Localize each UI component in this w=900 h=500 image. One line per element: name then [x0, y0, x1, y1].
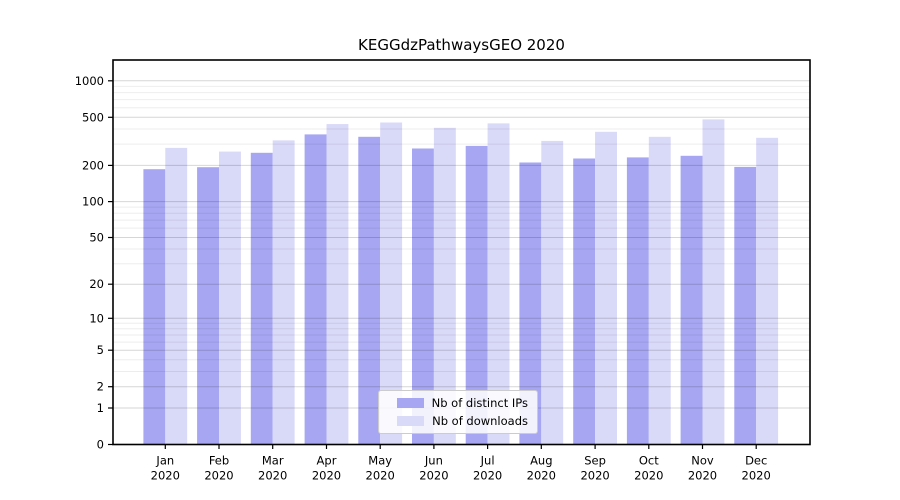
legend-swatch-downloads — [397, 416, 425, 426]
x-tick-label-year: 2020 — [634, 469, 663, 483]
chart-title: KEGGdzPathwaysGEO 2020 — [358, 36, 565, 54]
x-tick-label-month: Aug — [530, 454, 552, 468]
x-tick-label-month: Nov — [691, 454, 714, 468]
legend: Nb of distinct IPs Nb of downloads — [378, 390, 538, 434]
legend-item-distinct-ips: Nb of distinct IPs — [387, 396, 528, 410]
x-tick-label-year: 2020 — [258, 469, 287, 483]
bar-downloads-nov — [702, 119, 725, 445]
x-tick-label-year: 2020 — [312, 469, 341, 483]
legend-swatch-distinct-ips — [396, 398, 424, 408]
bar-downloads-mar — [272, 140, 295, 445]
bar-distinct-ips-oct — [626, 157, 649, 445]
bar-downloads-jun — [433, 127, 456, 445]
x-tick-label-year: 2020 — [742, 469, 771, 483]
bar-downloads-dec — [756, 137, 779, 445]
bar-distinct-ips-jul — [465, 145, 488, 445]
y-tick-label: 0 — [97, 438, 104, 452]
axes-spines — [112, 59, 811, 446]
y-tick-label: 1000 — [75, 74, 104, 88]
bar-distinct-ips-may — [358, 136, 381, 445]
x-tick-label-month: Feb — [209, 454, 229, 468]
x-tick-label-year: 2020 — [688, 469, 717, 483]
x-tick-label-year: 2020 — [580, 469, 609, 483]
bar-distinct-ips-nov — [680, 155, 703, 445]
x-tick-label-year: 2020 — [151, 469, 180, 483]
bar-downloads-feb — [219, 151, 241, 445]
x-tick-label-month: Sep — [584, 454, 606, 468]
x-tick-label-month: Dec — [745, 454, 767, 468]
x-tick-label-month: Jul — [480, 454, 495, 468]
legend-label-downloads: Nb of downloads — [432, 414, 528, 428]
legend-item-downloads: Nb of downloads — [387, 414, 528, 428]
x-tick-label-month: Jun — [424, 454, 443, 468]
y-tick-label: 100 — [82, 195, 104, 209]
x-tick-label-year: 2020 — [527, 469, 556, 483]
y-tick-label: 10 — [89, 311, 104, 325]
bar-downloads-may — [380, 122, 403, 445]
bar-distinct-ips-sep — [573, 158, 596, 445]
x-tick-label-year: 2020 — [204, 469, 233, 483]
bar-downloads-oct — [648, 136, 671, 445]
x-tick-label-month: Oct — [639, 454, 659, 468]
x-tick-label-year: 2020 — [366, 469, 395, 483]
bar-downloads-jul — [487, 123, 510, 445]
y-tick-label: 2 — [97, 380, 104, 394]
bar-distinct-ips-mar — [250, 152, 273, 445]
x-tick-label-month: Mar — [262, 454, 284, 468]
bar-distinct-ips-jan — [143, 169, 166, 445]
y-tick-label: 1 — [97, 401, 104, 415]
y-tick-label: 500 — [82, 110, 104, 124]
bar-distinct-ips-dec — [734, 166, 757, 445]
y-tick-label: 50 — [89, 231, 104, 245]
bar-distinct-ips-aug — [519, 162, 542, 445]
bar-downloads-aug — [541, 140, 564, 445]
y-tick-label: 5 — [97, 343, 104, 357]
x-tick-label-month: Jan — [155, 454, 174, 468]
legend-label-distinct-ips: Nb of distinct IPs — [431, 396, 528, 410]
bar-distinct-ips-jun — [412, 148, 434, 445]
x-tick-label-month: Apr — [317, 454, 337, 468]
bar-distinct-ips-feb — [197, 167, 219, 445]
x-tick-label-year: 2020 — [473, 469, 502, 483]
y-tick-label: 20 — [89, 277, 104, 291]
y-tick-label: 200 — [82, 158, 104, 172]
bar-downloads-sep — [595, 131, 617, 445]
bar-downloads-jan — [165, 147, 188, 445]
x-tick-label-year: 2020 — [419, 469, 448, 483]
bar-downloads-apr — [326, 124, 349, 445]
bar-distinct-ips-apr — [304, 134, 327, 445]
x-tick-label-month: May — [368, 454, 392, 468]
